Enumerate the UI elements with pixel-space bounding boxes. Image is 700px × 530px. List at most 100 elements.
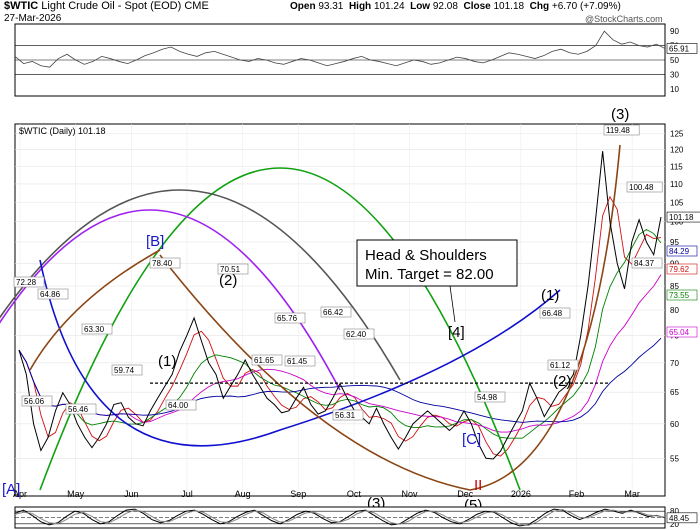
price-point-label-box [251, 354, 283, 366]
ma-value-label: 79.62 [669, 265, 690, 274]
symbol-title: $WTIC Light Crude Oil - Spot (EOD) CME [4, 0, 209, 12]
price-point-label-box [13, 276, 45, 288]
price-xtick: Oct [347, 489, 362, 499]
ma-value-label-box [666, 326, 698, 338]
exchange: CME [184, 0, 209, 12]
price-ytick: 105 [670, 198, 684, 207]
price-xtick: Jun [124, 489, 139, 499]
cycle-arc-brown-right [159, 144, 621, 491]
price-ytick: 80 [670, 306, 679, 315]
price-point-label-box [343, 328, 375, 340]
top-ytick: 10 [670, 85, 679, 94]
top-ytick: 30 [670, 70, 679, 79]
moving-average-0 [18, 195, 662, 457]
price-point-label-box [539, 307, 571, 319]
price-last-value-box [666, 211, 700, 223]
price-point-label: 66.42 [323, 308, 344, 317]
price-ytick: 110 [670, 180, 683, 189]
ohlc-readout: Open 93.31 High 101.24 Low 92.08 Close 1… [290, 1, 621, 12]
price-point-label: 59.74 [114, 366, 135, 375]
price-xtick: Aug [235, 489, 251, 499]
price-ytick: 60 [670, 420, 679, 429]
watermark: @StockCharts.com [585, 14, 663, 24]
top-indicator-line [14, 30, 666, 68]
price-line [18, 151, 662, 460]
price-point-label-box [65, 403, 97, 415]
price-point-label-box [603, 124, 640, 136]
price-xtick: Nov [402, 489, 419, 499]
price-point-label: 61.12 [550, 361, 571, 370]
bottom-ytick: 20 [670, 520, 679, 529]
top-last-value: 65.91 [669, 44, 690, 53]
price-point-label: 56.31 [335, 411, 356, 420]
price-point-label: 62.40 [346, 330, 367, 339]
ma-value-label: 65.04 [669, 328, 690, 337]
price-xtick: Feb [569, 489, 585, 499]
wave-label: (3) [611, 106, 629, 123]
cycle-arc-brown-left [29, 249, 161, 371]
wave-label: (2) [219, 272, 237, 289]
price-xtick: Mar [624, 489, 640, 499]
price-ytick: 125 [670, 129, 684, 138]
annotation-title: Head & Shoulders [365, 247, 487, 264]
price-point-label-box [332, 409, 364, 421]
top-ytick: 50 [670, 56, 679, 65]
price-ytick: 95 [670, 238, 679, 247]
symbol: $WTIC [4, 0, 39, 12]
close-value: 101.18 [493, 1, 525, 12]
price-ytick: 65 [670, 388, 679, 397]
wave-label: [4] [448, 324, 465, 341]
price-point-label-box [111, 364, 143, 376]
close-label: Close [463, 1, 491, 12]
chg-label: Chg [529, 1, 550, 12]
price-point-label: 70.51 [220, 265, 241, 274]
price-point-label: 56.06 [24, 397, 45, 406]
price-point-label-box [547, 359, 579, 371]
price-point-label: 72.28 [16, 278, 37, 287]
bottom-last-value: 48.45 [669, 514, 690, 523]
low-label: Low [410, 1, 431, 12]
high-value: 101.24 [373, 1, 405, 12]
bottom-ytick: 80 [670, 507, 679, 516]
price-point-label-box [149, 257, 181, 269]
wave-label: [C] [462, 431, 481, 448]
price-ytick: 55 [670, 454, 679, 463]
price-xtick: Jul [181, 489, 193, 499]
price-point-label: 56.46 [68, 405, 89, 414]
wave-label: (1) [541, 287, 559, 304]
price-point-label: 54.98 [477, 393, 498, 402]
high-label: High [348, 1, 372, 12]
price-xtick: Sep [290, 489, 306, 499]
price-point-label: 78.40 [152, 259, 173, 268]
low-value: 92.08 [432, 1, 458, 12]
annotation-target: Min. Target = 82.00 [365, 266, 494, 283]
bottom-series-line [14, 509, 666, 526]
price-point-label: 65.76 [277, 314, 298, 323]
price-point-label: 64.86 [40, 290, 61, 299]
price-point-label-box [21, 395, 53, 407]
top-ytick: 90 [670, 27, 679, 36]
price-point-label: 66.48 [542, 309, 563, 318]
bottom-last-value-box [666, 512, 698, 524]
price-xtick: Apr [13, 489, 27, 499]
ma-value-label-box [666, 263, 698, 275]
price-point-label: 61.65 [254, 356, 275, 365]
price-ytick: 70 [670, 359, 679, 368]
price-point-label-box [284, 355, 316, 367]
wave-label: (2) [553, 373, 571, 390]
price-xtick: Dec [457, 489, 474, 499]
cycle-arc-purple [0, 209, 341, 391]
ma-value-label-box [666, 289, 698, 301]
price-point-label-box [274, 312, 306, 324]
price-point-label-box [217, 263, 249, 275]
price-title: $WTIC (Daily) 101.18 [19, 126, 106, 136]
price-point-label-box [626, 181, 663, 193]
price-point-label: 64.00 [168, 401, 189, 410]
price-point-label: 119.48 [606, 126, 630, 135]
price-point-label-box [474, 391, 506, 403]
annotation-pointer [449, 285, 456, 323]
price-point-label-box [320, 306, 352, 318]
open-value: 93.31 [318, 1, 344, 12]
ma-value-label-box [666, 245, 698, 257]
